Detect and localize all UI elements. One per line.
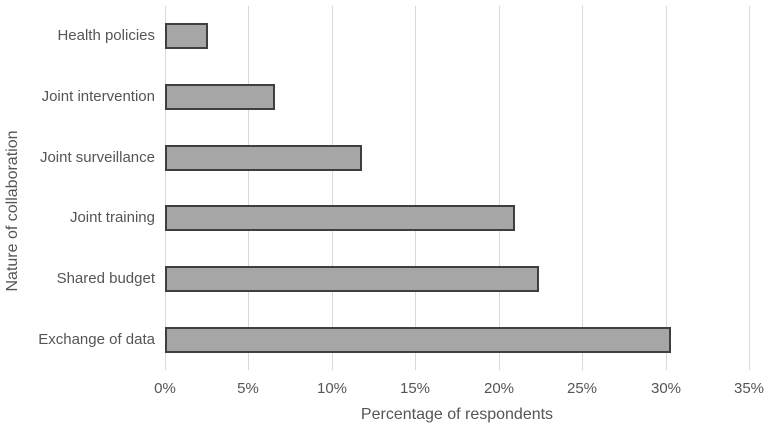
bar xyxy=(165,23,208,49)
gridline-35% xyxy=(749,6,750,370)
bar xyxy=(165,266,539,292)
bar xyxy=(165,205,515,231)
gridline-25% xyxy=(582,6,583,370)
plot-area xyxy=(165,6,750,370)
category-label: Shared budget xyxy=(56,270,155,287)
category-label: Health policies xyxy=(57,27,155,44)
gridline-20% xyxy=(499,6,500,370)
bar xyxy=(165,84,275,110)
x-tick-label: 0% xyxy=(154,380,176,397)
category-label: Joint surveillance xyxy=(39,149,155,166)
bar xyxy=(165,145,362,171)
category-label: Joint training xyxy=(69,209,155,226)
x-tick-label: 35% xyxy=(733,380,765,397)
x-tick-label: 10% xyxy=(316,380,348,397)
gridline-5% xyxy=(248,6,249,370)
category-label: Exchange of data xyxy=(38,331,155,348)
x-tick-label: 25% xyxy=(566,380,598,397)
x-tick-label: 15% xyxy=(399,380,431,397)
x-tick-label: 30% xyxy=(650,380,682,397)
x-tick-label: 5% xyxy=(237,380,259,397)
bar xyxy=(165,327,671,353)
gridline-0% xyxy=(165,6,166,370)
x-axis-title: Percentage of respondents xyxy=(360,406,554,423)
gridline-10% xyxy=(332,6,333,370)
gridline-30% xyxy=(666,6,667,370)
category-label: Joint intervention xyxy=(41,88,155,105)
x-tick-label: 20% xyxy=(483,380,515,397)
gridline-15% xyxy=(415,6,416,370)
